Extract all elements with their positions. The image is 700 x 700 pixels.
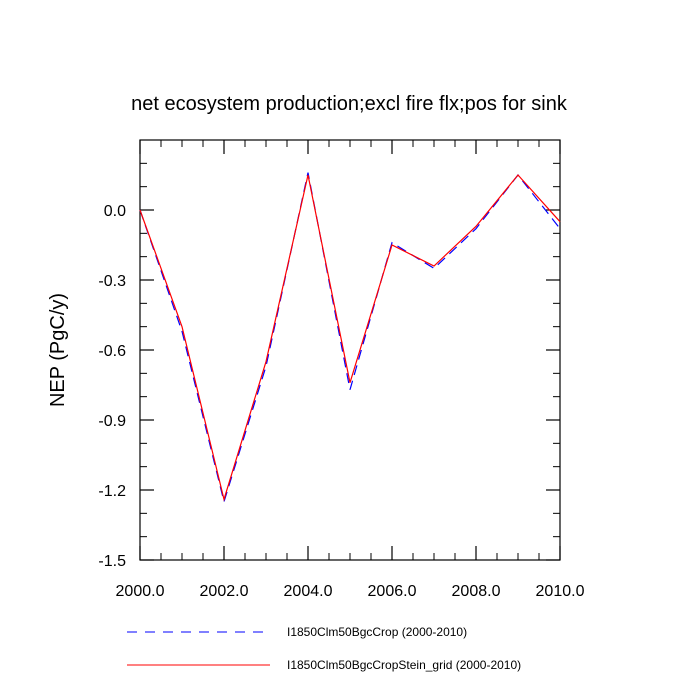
legend-label-1: I1850Clm50BgcCrop (2000-2010) — [287, 625, 467, 639]
y-tick-label: -1.2 — [98, 483, 126, 500]
y-axis-label: NEP (PgC/y) — [47, 293, 69, 407]
series-line-1 — [139, 172, 561, 504]
plot-frame — [139, 139, 561, 561]
x-tick-label: 2010.0 — [536, 583, 585, 600]
y-tick-label: -0.6 — [98, 343, 126, 360]
series-layer — [139, 172, 561, 504]
y-tick-label: 0.0 — [104, 203, 126, 220]
series-line-2 — [139, 174, 561, 502]
x-tick-label: 2004.0 — [284, 583, 333, 600]
x-tick-label: 2008.0 — [452, 583, 501, 600]
x-tick-label: 2002.0 — [200, 583, 249, 600]
x-tick-label: 2006.0 — [368, 583, 417, 600]
legend: I1850Clm50BgcCrop (2000-2010) I1850Clm50B… — [127, 625, 521, 672]
y-tick-label: -1.5 — [98, 553, 126, 570]
x-tick-label: 2000.0 — [116, 583, 165, 600]
legend-label-2: I1850Clm50BgcCropStein_grid (2000-2010) — [287, 658, 521, 672]
chart-title: net ecosystem production;excl fire flx;p… — [131, 93, 568, 115]
y-tick-label: -0.3 — [98, 273, 126, 290]
y-tick-label: -0.9 — [98, 413, 126, 430]
plot-axes: 2000.0 2002.0 2004.0 2006.0 2008.0 2010.0 0.0 -… — [98, 139, 585, 600]
